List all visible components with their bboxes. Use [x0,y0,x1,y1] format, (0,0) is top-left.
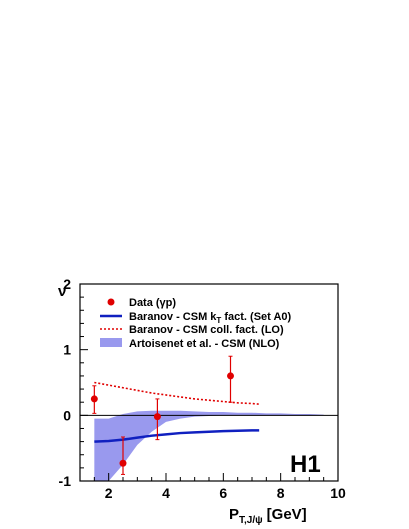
data-point [227,372,234,380]
y-axis-title: ν [58,283,66,300]
legend-entry-data: Data (γp) [107,297,176,309]
x-tick-label: 4 [162,485,170,501]
x-tick-label: 8 [277,485,285,501]
legend-band-swatch [100,338,122,347]
y-tick-label: 0 [63,407,71,423]
data-point [153,413,161,421]
data-point-layer [90,355,234,475]
legend-data-marker [107,298,115,306]
x-axis-title-main: P [229,506,239,523]
experiment-label: H1 [290,451,321,478]
tick-layer: 2 4 6 8 10 -1 0 1 2 [59,276,346,501]
coll-fact-curve [94,381,260,405]
plot-area: 2 4 6 8 10 -1 0 1 2 [59,276,346,501]
x-axis-title: PT,J/ψ [GeV] [229,506,307,526]
x-tick-label: 2 [105,485,113,501]
data-point [119,459,127,467]
y-tick-label: 2 [63,276,71,292]
legend: Data (γp) Baranov - CSM kT fact. (Set A0… [100,297,292,350]
legend-kt-label-subscript: T [216,316,221,325]
legend-kt-label: Baranov - CSM kT fact. (Set A0) [129,311,292,325]
data-point [90,395,98,403]
nlo-band [94,410,324,481]
legend-kt-label-suffix: fact. (Set A0) [221,311,291,323]
legend-band-label: Artoisenet et al. - CSM (NLO) [129,338,280,350]
x-axis-title-unit: [GeV] [267,506,307,523]
y-tick-label: -1 [59,473,72,489]
nlo-band-layer [94,410,324,481]
legend-kt-label-prefix: Baranov - CSM k [129,311,217,323]
x-tick-label: 6 [219,485,227,501]
x-axis-title-subscript: T,J/ψ [239,515,263,526]
legend-data-label: Data (γp) [129,297,176,309]
y-tick-label: 1 [63,342,71,358]
legend-entry-kt: Baranov - CSM kT fact. (Set A0) [100,311,292,325]
legend-entry-band: Artoisenet et al. - CSM (NLO) [100,338,280,350]
x-tick-label: 10 [330,485,346,501]
legend-entry-coll: Baranov - CSM coll. fact. (LO) [100,324,284,336]
legend-coll-label: Baranov - CSM coll. fact. (LO) [129,324,284,336]
